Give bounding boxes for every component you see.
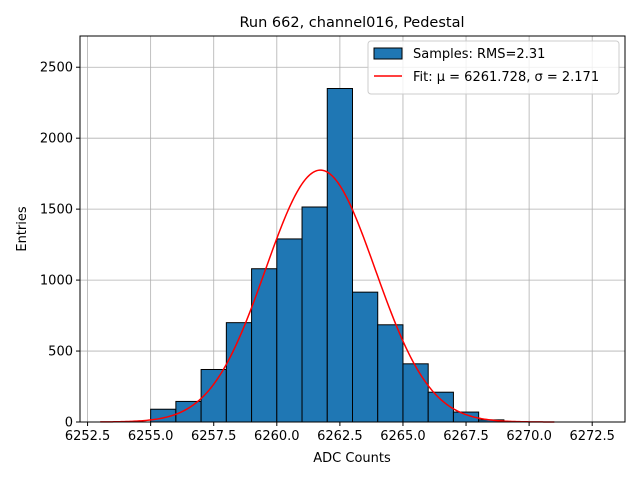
y-tick-label: 500 bbox=[48, 345, 73, 360]
y-tick-label: 1000 bbox=[40, 274, 73, 289]
x-tick-label: 6257.5 bbox=[191, 429, 237, 444]
histogram-bar bbox=[200, 368, 227, 423]
x-tick-label: 6265.0 bbox=[380, 429, 426, 444]
fit-curve bbox=[100, 169, 555, 423]
y-tick-label: 1500 bbox=[40, 203, 73, 218]
x-axis-ticks: 6252.5 6255.0 6257.5 6260.0 6262.5 6265.0 6267… bbox=[65, 422, 615, 444]
y-tick-label: 2500 bbox=[40, 61, 73, 76]
x-tick-label: 6255.0 bbox=[128, 429, 174, 444]
x-axis-label: ADC Counts bbox=[313, 451, 391, 466]
histogram-bar bbox=[301, 206, 328, 423]
legend-label-fit: Fit: μ = 6261.728, σ = 2.171 bbox=[413, 70, 599, 85]
y-axis-label: Entries bbox=[15, 206, 30, 252]
histogram-bar bbox=[352, 291, 379, 423]
y-tick-label: 2000 bbox=[40, 132, 73, 147]
legend-swatch-samples bbox=[373, 47, 403, 60]
x-tick-label: 6252.5 bbox=[65, 429, 111, 444]
x-tick-label: 6262.5 bbox=[317, 429, 363, 444]
histogram-bars bbox=[150, 88, 505, 423]
legend: Samples: RMS=2.31 Fit: μ = 6261.728, σ =… bbox=[367, 40, 620, 95]
x-tick-label: 6272.5 bbox=[569, 429, 615, 444]
y-tick-label: 0 bbox=[65, 416, 73, 431]
chart-title: Run 662, channel016, Pedestal bbox=[239, 15, 464, 31]
legend-label-samples: Samples: RMS=2.31 bbox=[413, 47, 545, 62]
histogram-bar bbox=[377, 324, 404, 423]
x-tick-label: 6270.0 bbox=[506, 429, 552, 444]
histogram-bar bbox=[175, 400, 202, 423]
histogram-bar bbox=[251, 268, 278, 423]
plot-frame bbox=[79, 35, 626, 423]
legend-box bbox=[367, 40, 620, 95]
x-tick-label: 6260.0 bbox=[254, 429, 300, 444]
histogram-bar bbox=[326, 88, 354, 423]
x-tick-label: 6267.5 bbox=[443, 429, 489, 444]
histogram-bar bbox=[427, 391, 454, 423]
histogram-bar bbox=[276, 238, 303, 423]
histogram-bar bbox=[402, 363, 429, 423]
y-axis-ticks: 0 500 1000 1500 2000 2500 bbox=[40, 61, 80, 431]
